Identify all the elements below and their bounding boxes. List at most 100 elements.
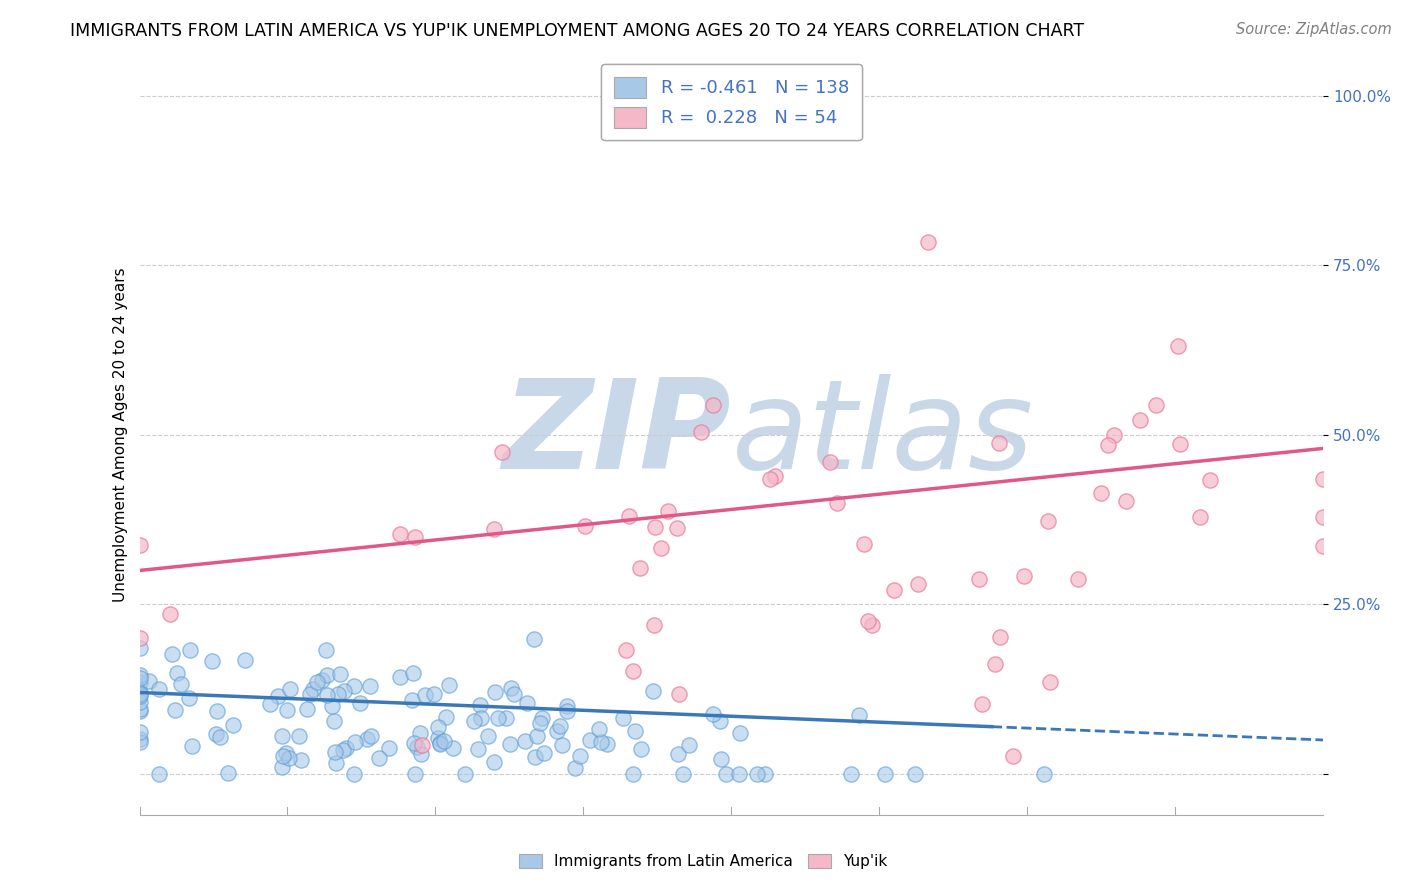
Point — [839, 767, 862, 781]
Point — [988, 631, 1011, 645]
Point — [128, 672, 150, 686]
Point — [499, 737, 522, 751]
Point — [555, 704, 578, 718]
Point — [179, 643, 201, 657]
Point — [402, 666, 425, 681]
Point — [325, 756, 347, 771]
Point — [298, 687, 321, 701]
Point — [714, 767, 737, 781]
Point — [546, 723, 568, 738]
Text: Source: ZipAtlas.com: Source: ZipAtlas.com — [1236, 22, 1392, 37]
Point — [621, 664, 644, 678]
Point — [402, 736, 425, 750]
Point — [162, 647, 184, 661]
Point — [710, 752, 733, 766]
Point — [1168, 437, 1191, 451]
Point — [970, 698, 993, 712]
Point — [1097, 438, 1119, 452]
Point — [434, 710, 457, 724]
Point — [904, 767, 927, 781]
Point — [429, 736, 451, 750]
Point — [423, 687, 446, 701]
Point — [827, 496, 849, 510]
Point — [177, 691, 200, 706]
Point — [678, 738, 700, 752]
Text: IMMIGRANTS FROM LATIN AMERICA VS YUP'IK UNEMPLOYMENT AMONG AGES 20 TO 24 YEARS C: IMMIGRANTS FROM LATIN AMERICA VS YUP'IK … — [70, 22, 1084, 40]
Point — [1312, 472, 1334, 486]
Point — [574, 518, 596, 533]
Point — [630, 742, 652, 756]
Point — [1033, 767, 1056, 781]
Point — [728, 767, 751, 781]
Point — [128, 695, 150, 709]
Point — [128, 689, 150, 703]
Point — [367, 751, 389, 765]
Point — [524, 750, 547, 764]
Point — [614, 642, 637, 657]
Point — [128, 631, 150, 645]
Point — [329, 667, 352, 681]
Point — [531, 711, 554, 725]
Text: ZIP: ZIP — [503, 375, 731, 495]
Point — [1039, 674, 1062, 689]
Point — [702, 398, 724, 412]
Point — [359, 679, 381, 693]
Point — [702, 706, 724, 721]
Point — [853, 537, 876, 551]
Point — [1001, 748, 1024, 763]
Point — [551, 738, 574, 752]
Point — [276, 746, 298, 760]
Point — [333, 684, 356, 698]
Point — [389, 670, 412, 684]
Point — [305, 675, 328, 690]
Point — [205, 727, 228, 741]
Point — [454, 767, 477, 781]
Point — [579, 732, 602, 747]
Point — [343, 767, 366, 781]
Point — [529, 716, 551, 731]
Point — [745, 767, 768, 781]
Point — [332, 743, 354, 757]
Point — [316, 689, 339, 703]
Point — [288, 729, 311, 743]
Point — [427, 720, 450, 734]
Point — [217, 766, 239, 780]
Point — [564, 761, 586, 775]
Point — [1129, 412, 1152, 426]
Point — [128, 702, 150, 716]
Point — [856, 614, 879, 628]
Point — [233, 653, 256, 667]
Point — [378, 741, 401, 756]
Point — [128, 687, 150, 701]
Point — [657, 504, 679, 518]
Point — [335, 741, 357, 756]
Point — [128, 668, 150, 682]
Point — [166, 666, 188, 681]
Point — [548, 718, 571, 732]
Point — [413, 688, 436, 702]
Point — [467, 742, 489, 756]
Point — [621, 767, 644, 781]
Point — [404, 767, 426, 781]
Point — [405, 740, 427, 755]
Point — [290, 753, 312, 767]
Point — [148, 682, 170, 697]
Point — [617, 508, 640, 523]
Point — [666, 747, 689, 761]
Point — [1189, 510, 1212, 524]
Point — [297, 702, 319, 716]
Point — [628, 561, 651, 575]
Point — [321, 699, 343, 714]
Point — [526, 729, 548, 743]
Y-axis label: Unemployment Among Ages 20 to 24 years: Unemployment Among Ages 20 to 24 years — [114, 268, 128, 602]
Point — [643, 618, 665, 632]
Point — [1312, 540, 1334, 554]
Point — [1067, 572, 1090, 586]
Point — [433, 734, 456, 748]
Point — [1167, 339, 1189, 353]
Point — [591, 734, 613, 748]
Point — [222, 718, 245, 732]
Point — [128, 704, 150, 718]
Point — [516, 696, 538, 710]
Point — [569, 749, 592, 764]
